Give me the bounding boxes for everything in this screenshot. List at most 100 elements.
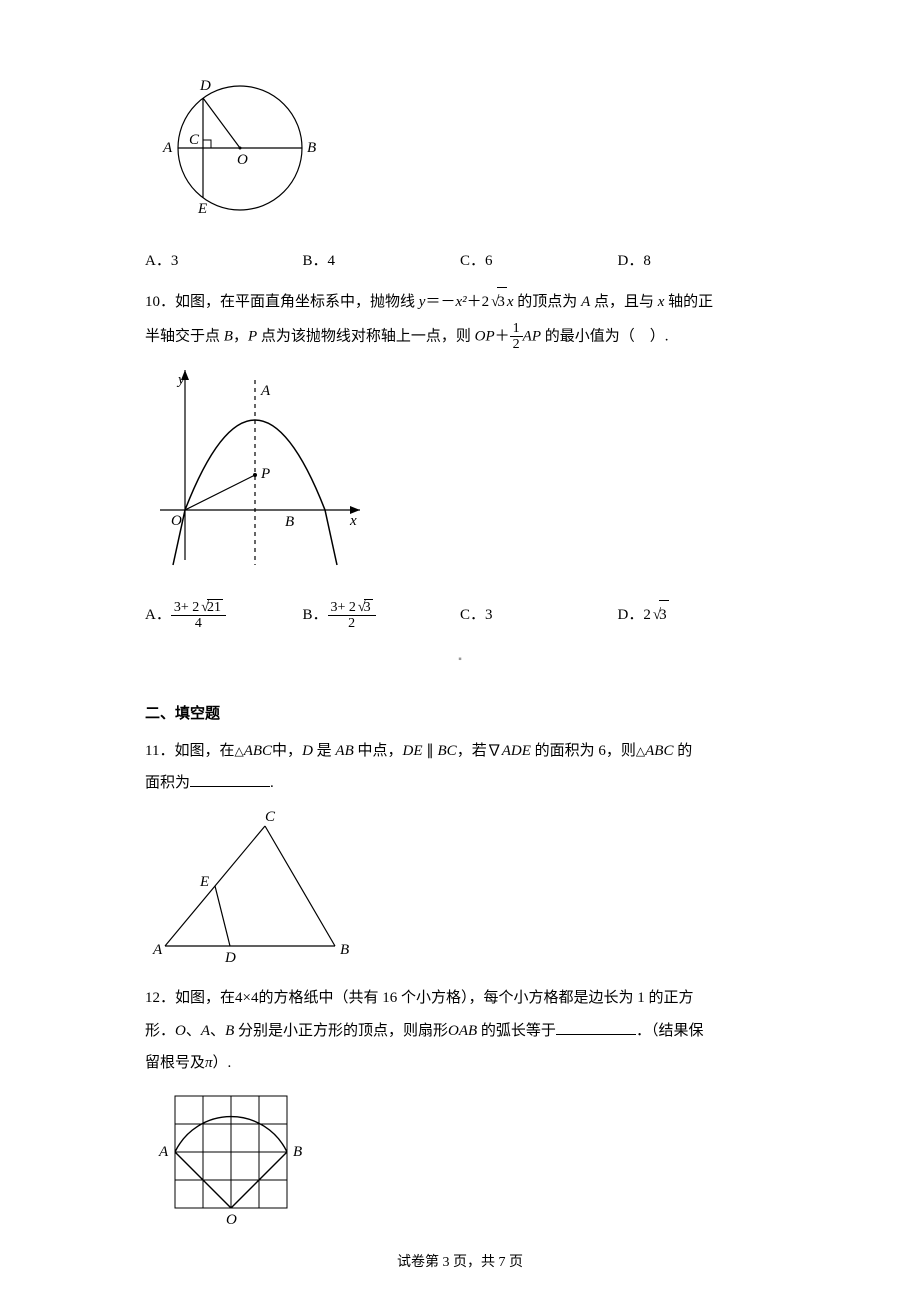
sqrt-3: 3 [489, 287, 507, 317]
label-E: E [199, 874, 209, 890]
q9-options: A．3 B．4 C．6 D．8 [145, 247, 775, 276]
text: ＝－ [425, 294, 455, 310]
label-P: P [260, 466, 270, 482]
q12-text-3: 留根号及π）. [145, 1049, 775, 1078]
label-x: x [349, 513, 357, 529]
seg-AP: AP [523, 328, 541, 344]
text: 中， [272, 743, 302, 759]
text: 4×4 [235, 990, 258, 1006]
q9-option-d[interactable]: D．8 [618, 247, 776, 276]
label-C: C [189, 132, 200, 148]
label-O: O [226, 1212, 237, 1228]
label-O: O [237, 152, 248, 168]
answer-blank[interactable] [556, 1020, 636, 1035]
q10-option-d[interactable]: D．23 [618, 600, 776, 630]
pi: π [205, 1055, 213, 1071]
tri-ABC: ABC [645, 743, 673, 759]
label-E: E [197, 201, 207, 217]
text: 半轴交于点 [145, 328, 224, 344]
label-y: y [176, 372, 185, 388]
opt-value: 8 [643, 253, 651, 269]
label-B: B [293, 1144, 302, 1160]
q10-option-b[interactable]: B．3+ 232 [303, 599, 461, 632]
opt-label: B． [303, 253, 328, 269]
triangle-icon: △ [234, 744, 243, 758]
q12-figure: A B O [145, 1086, 775, 1247]
text: 、 [186, 1023, 201, 1039]
opt-value: 3 [485, 607, 493, 623]
label-B: B [340, 942, 349, 958]
text: ＋ [495, 328, 510, 344]
q12-text: 12．如图，在4×4的方格纸中（共有 16 个小方格），每个小方格都是边长为 1… [145, 984, 775, 1013]
q10-number: 10． [145, 294, 175, 310]
label-O: O [171, 513, 182, 529]
text: 的最小值为（ ）. [541, 328, 669, 344]
page-mark-icon: ▪ [457, 650, 463, 669]
opt-value: 2 [643, 607, 651, 623]
triangle-icon: ∇ [487, 743, 502, 759]
text: 的方格纸中（共有 16 个小方格），每个小方格都是边长为 1 的正方 [259, 990, 694, 1006]
q10-text-2: 半轴交于点 B，P 点为该抛物线对称轴上一点，则 OP＋12AP 的最小值为（ … [145, 321, 775, 353]
text: ．（结果保 [636, 1023, 704, 1039]
label-A: A [260, 383, 271, 399]
text: 如图，在 [175, 990, 235, 1006]
text: 形． [145, 1023, 175, 1039]
frac-a: 3+ 2214 [171, 599, 226, 632]
q10-text: 10．如图，在平面直角坐标系中，抛物线 y＝－x²＋23x 的顶点为 A 点，且… [145, 287, 775, 317]
opt-label: A． [145, 253, 171, 269]
text: 是 [313, 743, 336, 759]
q9-option-a[interactable]: A．3 [145, 247, 303, 276]
opt-label: D． [618, 253, 644, 269]
text: ＋2 [467, 294, 490, 310]
text: 中点， [354, 743, 403, 759]
var-x2: x² [455, 294, 466, 310]
text: ，若 [457, 743, 487, 759]
q10-option-c[interactable]: C．3 [460, 601, 618, 630]
label-A: A [162, 140, 173, 156]
label-A: A [158, 1144, 169, 1160]
text: 轴的正 [664, 294, 713, 310]
opt-value: 6 [485, 253, 493, 269]
var-x: x [507, 294, 514, 310]
pt-A: A [201, 1023, 210, 1039]
text: 留根号及 [145, 1055, 205, 1071]
text: 的弧长等于 [477, 1023, 556, 1039]
opt-value: 3 [171, 253, 179, 269]
opt-label: A． [145, 607, 171, 623]
tri-ABC: ABC [244, 743, 272, 759]
text: . [270, 775, 274, 791]
text: ， [233, 328, 248, 344]
label-C: C [265, 809, 276, 825]
seg-OP: OP [475, 328, 495, 344]
text: 点为该抛物线对称轴上一点，则 [257, 328, 475, 344]
text: 、 [210, 1023, 225, 1039]
q10-options: A．3+ 2214 B．3+ 232 C．3 D．23 [145, 599, 775, 632]
opt-label: D． [618, 607, 644, 623]
answer-blank[interactable] [190, 772, 270, 787]
pt-D: D [302, 743, 313, 759]
opt-label: B． [303, 607, 328, 623]
q12-text-2: 形．O、A、B 分别是小正方形的顶点，则扇形OAB 的弧长等于．（结果保 [145, 1017, 775, 1046]
text: 分别是小正方形的顶点，则扇形 [234, 1023, 448, 1039]
text: 的 [673, 743, 692, 759]
q11-figure: A B C D E [145, 806, 775, 977]
pt-A: A [581, 294, 590, 310]
q9-figure: D A C O B E [145, 68, 775, 239]
sqrt: 3 [651, 600, 669, 630]
pt-P: P [248, 328, 257, 344]
q10-option-a[interactable]: A．3+ 2214 [145, 599, 303, 632]
q9-option-c[interactable]: C．6 [460, 247, 618, 276]
seg-BC: BC [438, 743, 457, 759]
label-A: A [152, 942, 163, 958]
text: 如图，在 [174, 743, 234, 759]
q9-option-b[interactable]: B．4 [303, 247, 461, 276]
sector-OAB: OAB [448, 1023, 477, 1039]
text: 如图，在平面直角坐标系中，抛物线 [175, 294, 419, 310]
opt-label: C． [460, 607, 485, 623]
opt-value: 4 [328, 253, 336, 269]
text: 的面积为 6，则 [531, 743, 636, 759]
pt-O: O [175, 1023, 186, 1039]
opt-label: C． [460, 253, 485, 269]
label-D: D [199, 78, 211, 94]
footer-text: 试卷第 3 页，共 7 页 [397, 1255, 523, 1270]
